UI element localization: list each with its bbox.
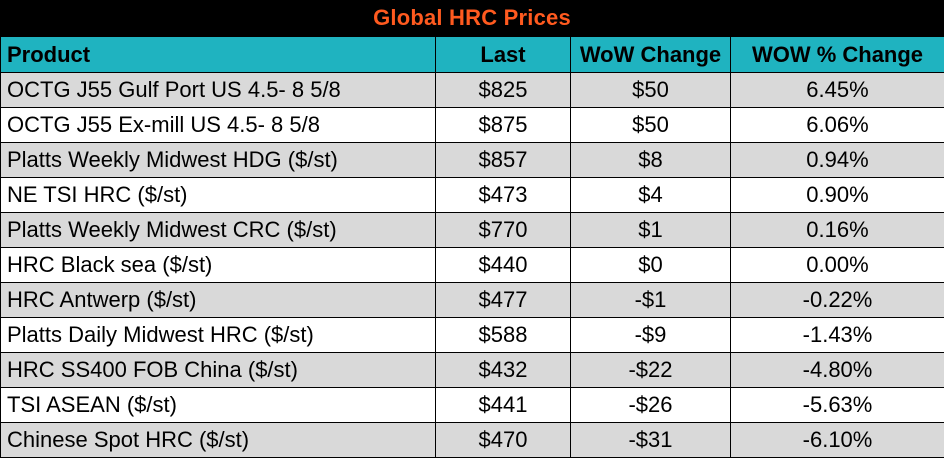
table-row: NE TSI HRC ($/st) $473 $4 0.90% <box>0 177 944 213</box>
wow-pct-change-cell: 0.94% <box>730 142 944 178</box>
table-title: Global HRC Prices <box>0 0 944 36</box>
last-price-cell: $588 <box>435 317 571 353</box>
last-price-cell: $770 <box>435 212 571 248</box>
wow-pct-change-cell: 6.06% <box>730 107 944 143</box>
table-row: Platts Weekly Midwest CRC ($/st) $770 $1 0.… <box>0 212 944 248</box>
product-cell: NE TSI HRC ($/st) <box>0 177 436 213</box>
last-price-cell: $875 <box>435 107 571 143</box>
header-row: Product Last WoW Change WOW % Change <box>0 36 944 73</box>
wow-pct-change-cell: 0.16% <box>730 212 944 248</box>
product-cell: Platts Daily Midwest HRC ($/st) <box>0 317 436 353</box>
table-row: Chinese Spot HRC ($/st) $470 -$31 -6.10% <box>0 422 944 458</box>
wow-pct-change-cell: 0.00% <box>730 247 944 283</box>
wow-pct-change-cell: -6.10% <box>730 422 944 458</box>
wow-change-cell: $0 <box>570 247 731 283</box>
table-row: HRC Black sea ($/st) $440 $0 0.00% <box>0 247 944 283</box>
product-cell: TSI ASEAN ($/st) <box>0 387 436 423</box>
table-row: Platts Weekly Midwest HDG ($/st) $857 $8 0.… <box>0 142 944 178</box>
wow-change-cell: -$1 <box>570 282 731 318</box>
wow-pct-change-cell: -5.63% <box>730 387 944 423</box>
last-price-cell: $477 <box>435 282 571 318</box>
wow-change-cell: -$31 <box>570 422 731 458</box>
product-cell: Platts Weekly Midwest HDG ($/st) <box>0 142 436 178</box>
last-price-cell: $440 <box>435 247 571 283</box>
last-price-cell: $470 <box>435 422 571 458</box>
table-row: HRC Antwerp ($/st) $477 -$1 -0.22% <box>0 282 944 318</box>
product-cell: HRC SS400 FOB China ($/st) <box>0 352 436 388</box>
product-cell: Platts Weekly Midwest CRC ($/st) <box>0 212 436 248</box>
product-cell: OCTG J55 Gulf Port US 4.5- 8 5/8 <box>0 72 436 108</box>
wow-change-cell: $50 <box>570 107 731 143</box>
column-header-wow-change: WoW Change <box>570 36 731 73</box>
last-price-cell: $432 <box>435 352 571 388</box>
prices-table: Product Last WoW Change WOW % Change OCT… <box>0 36 944 458</box>
wow-change-cell: $8 <box>570 142 731 178</box>
wow-pct-change-cell: -0.22% <box>730 282 944 318</box>
column-header-wow-pct-change: WOW % Change <box>730 36 944 73</box>
last-price-cell: $857 <box>435 142 571 178</box>
wow-change-cell: $50 <box>570 72 731 108</box>
table-row: HRC SS400 FOB China ($/st) $432 -$22 -4.80% <box>0 352 944 388</box>
wow-pct-change-cell: -1.43% <box>730 317 944 353</box>
last-price-cell: $473 <box>435 177 571 213</box>
last-price-cell: $441 <box>435 387 571 423</box>
product-cell: HRC Black sea ($/st) <box>0 247 436 283</box>
wow-change-cell: -$26 <box>570 387 731 423</box>
wow-change-cell: $4 <box>570 177 731 213</box>
wow-change-cell: $1 <box>570 212 731 248</box>
column-header-product: Product <box>0 36 436 73</box>
table-row: Platts Daily Midwest HRC ($/st) $588 -$9 -1… <box>0 317 944 353</box>
table-row: OCTG J55 Gulf Port US 4.5- 8 5/8 $825 $50 6… <box>0 72 944 108</box>
table-row: TSI ASEAN ($/st) $441 -$26 -5.63% <box>0 387 944 423</box>
product-cell: HRC Antwerp ($/st) <box>0 282 436 318</box>
table-row: OCTG J55 Ex-mill US 4.5- 8 5/8 $875 $50 6.0… <box>0 107 944 143</box>
column-header-last: Last <box>435 36 571 73</box>
wow-pct-change-cell: -4.80% <box>730 352 944 388</box>
wow-change-cell: -$22 <box>570 352 731 388</box>
product-cell: OCTG J55 Ex-mill US 4.5- 8 5/8 <box>0 107 436 143</box>
product-cell: Chinese Spot HRC ($/st) <box>0 422 436 458</box>
last-price-cell: $825 <box>435 72 571 108</box>
wow-pct-change-cell: 6.45% <box>730 72 944 108</box>
wow-pct-change-cell: 0.90% <box>730 177 944 213</box>
wow-change-cell: -$9 <box>570 317 731 353</box>
